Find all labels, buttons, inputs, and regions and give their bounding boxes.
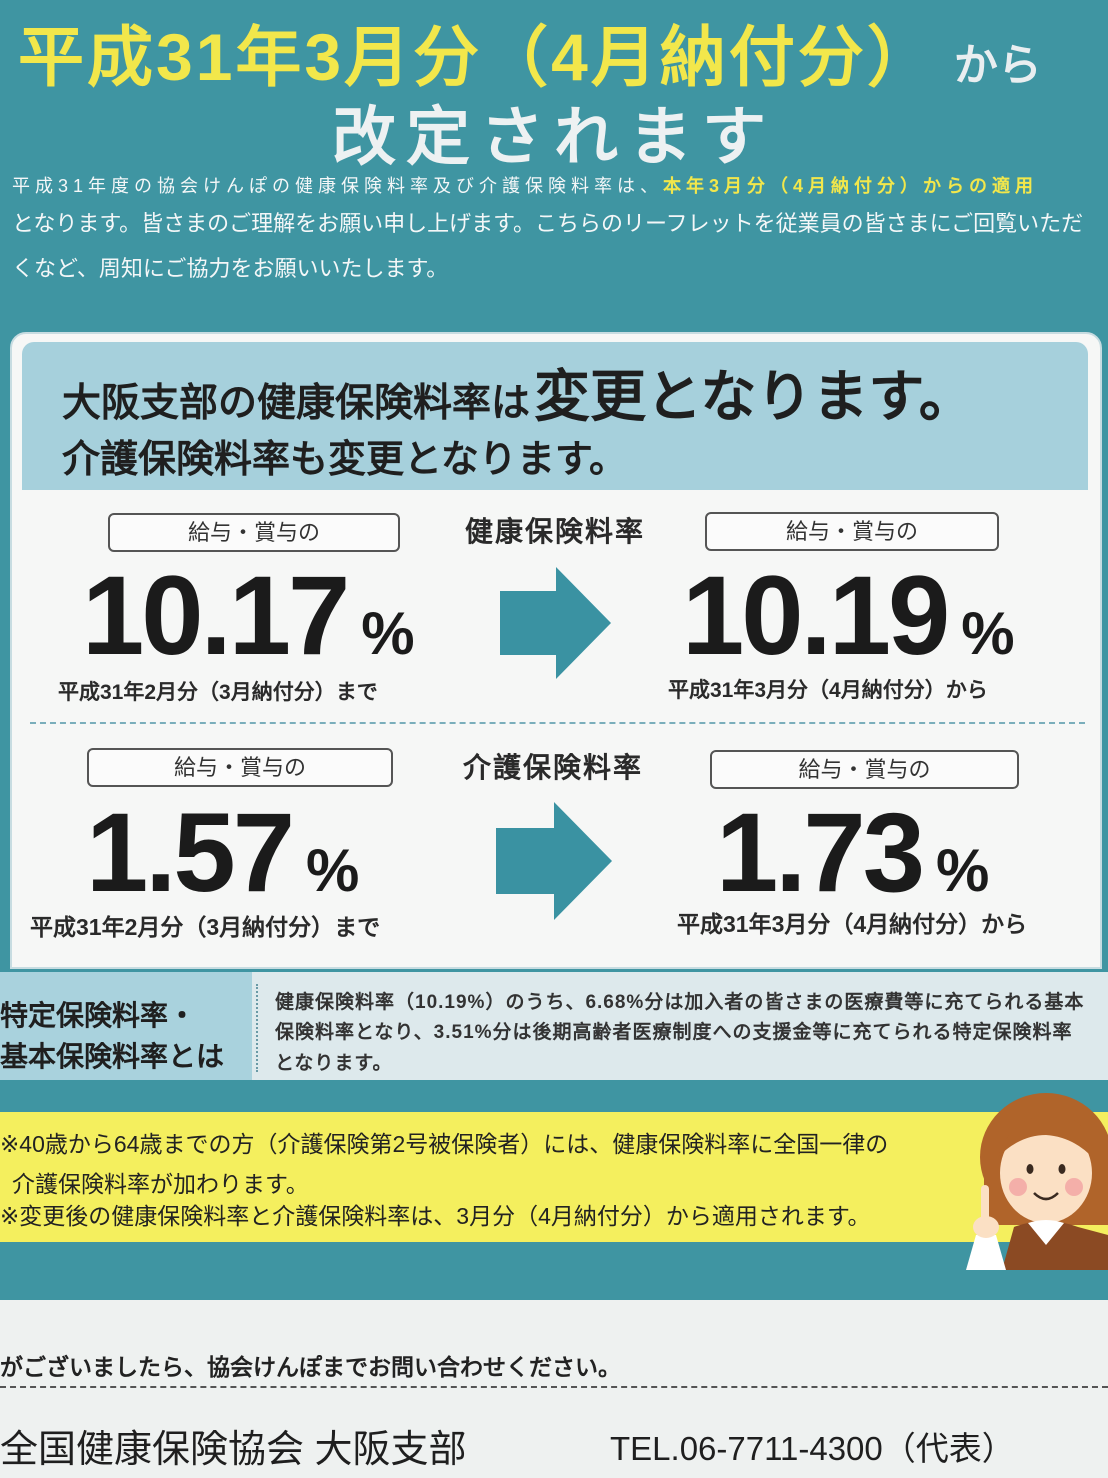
health-after-tag: 給与・賞与の: [705, 512, 999, 551]
note-line-1: ※40歳から64歳までの方（介護保険第2号被保険者）には、健康保険料率に全国一律…: [0, 1131, 889, 1157]
title-line-1: 平成31年3月分（4月納付分） から: [18, 4, 1103, 100]
care-before-unit: %: [305, 837, 360, 904]
headline-prefix: 大阪支部の健康保険料率は: [62, 382, 531, 425]
intro-highlight: 本年3月分（4月納付分）からの適用: [663, 176, 1039, 196]
headline: 大阪支部の健康保険料率は 変更となります。: [62, 352, 1082, 433]
definition-divider: [256, 984, 258, 1072]
note-band: [0, 1112, 1108, 1242]
care-after-period: 平成31年3月分（4月納付分）から: [677, 911, 1028, 937]
health-before-tag: 給与・賞与の: [108, 513, 400, 552]
footer-divider: [0, 1386, 1108, 1388]
title-line-2: 改定されます: [332, 101, 776, 173]
health-before-value: 10.17 %: [82, 560, 415, 672]
organization-name: 全国健康保険協会 大阪支部: [0, 1429, 467, 1471]
care-arrow-icon: [496, 802, 612, 920]
intro-line-3: くなど、周知にご協力をお願いいたします。: [12, 256, 449, 281]
definition-text-line-1: 健康保険料率（10.19%）のうち、6.68%分は加入者の皆さまの医療費等に充て…: [275, 992, 1085, 1013]
care-rate-heading: 介護保険料率: [462, 752, 643, 783]
care-after-unit: %: [935, 837, 990, 904]
health-after-period: 平成31年3月分（4月納付分）から: [668, 679, 988, 702]
health-after-unit: %: [961, 600, 1015, 667]
care-before-period: 平成31年2月分（3月納付分）まで: [30, 914, 381, 940]
health-after-value: 10.19 %: [682, 560, 1015, 672]
note-line-2: 介護保険料率が加わります。: [12, 1171, 309, 1197]
definition-text-line-2: 保険料率となり、3.51%分は後期高齢者医療制度への支援金等に充てられる特定保険…: [275, 1022, 1073, 1043]
health-after-number: 10.19: [682, 553, 950, 678]
care-after-number: 1.73: [716, 790, 925, 915]
care-after-tag: 給与・賞与の: [710, 750, 1019, 789]
title-main: 平成31年3月分（4月納付分）: [18, 20, 936, 94]
headline-emphasis: 変更となります。: [534, 365, 975, 428]
care-after-value: 1.73 %: [716, 797, 989, 909]
health-before-period: 平成31年2月分（3月納付分）まで: [58, 681, 378, 704]
health-before-unit: %: [361, 600, 415, 667]
definition-term-area: [0, 972, 252, 1080]
intro-plain: 平成31年度の協会けんぽの健康保険料率及び介護保険料率は、: [12, 176, 664, 196]
health-before-number: 10.17: [82, 553, 350, 678]
title-suffix: から: [953, 41, 1042, 90]
woman-pointing-illustration: [966, 1093, 1108, 1270]
intro-line-2: となります。皆さまのご理解をお願い申し上げます。こちらのリーフレットを従業員の皆…: [12, 211, 1084, 236]
headline-band: [22, 342, 1088, 490]
footer-area: [0, 1300, 1108, 1478]
row-divider: [30, 722, 1085, 724]
intro-line-1: 平成31年度の協会けんぽの健康保険料率及び介護保険料率は、本年3月分（4月納付分…: [12, 172, 1104, 198]
inquiry-text: がございましたら、協会けんぽまでお問い合わせください。: [0, 1354, 621, 1380]
subheadline: 介護保険料率も変更となります。: [62, 439, 628, 481]
care-before-value: 1.57 %: [86, 797, 359, 909]
note-line-3: ※変更後の健康保険料率と介護保険料率は、3月分（4月納付分）から適用されます。: [0, 1203, 871, 1229]
definition-term-line-1: 特定保険料率・: [0, 1000, 197, 1031]
telephone-number: TEL.06-7711-4300（代表）: [610, 1430, 1015, 1467]
definition-text-line-3: となります。: [275, 1053, 393, 1074]
definition-term-line-2: 基本保険料率とは: [0, 1041, 225, 1072]
health-arrow-icon: [500, 567, 611, 679]
care-before-number: 1.57: [86, 790, 295, 915]
care-before-tag: 給与・賞与の: [87, 748, 393, 787]
health-rate-heading: 健康保険料率: [464, 516, 645, 547]
